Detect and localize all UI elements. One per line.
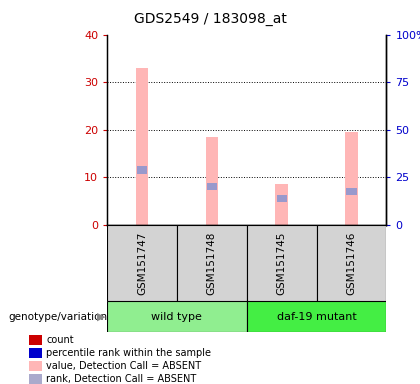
Text: rank, Detection Call = ABSENT: rank, Detection Call = ABSENT — [46, 374, 197, 384]
Bar — [317, 225, 386, 301]
Bar — [276, 184, 288, 225]
Bar — [29, 374, 42, 384]
Text: GSM151747: GSM151747 — [137, 231, 147, 295]
Text: genotype/variation: genotype/variation — [8, 312, 108, 322]
Bar — [137, 166, 147, 174]
Text: daf-19 mutant: daf-19 mutant — [277, 312, 357, 322]
Text: count: count — [46, 334, 74, 344]
Bar — [346, 188, 357, 195]
Text: wild type: wild type — [152, 312, 202, 322]
Bar — [205, 137, 218, 225]
Bar — [136, 68, 148, 225]
Bar — [107, 225, 177, 301]
Bar — [247, 301, 386, 332]
Text: value, Detection Call = ABSENT: value, Detection Call = ABSENT — [46, 361, 201, 371]
Bar — [207, 183, 217, 190]
Text: GDS2549 / 183098_at: GDS2549 / 183098_at — [134, 12, 286, 25]
Bar — [247, 225, 317, 301]
Bar — [277, 195, 287, 202]
Bar — [29, 348, 42, 358]
Text: ▶: ▶ — [97, 312, 105, 322]
Bar — [107, 301, 247, 332]
Text: GSM151748: GSM151748 — [207, 231, 217, 295]
Bar — [177, 225, 247, 301]
Bar — [29, 334, 42, 344]
Text: GSM151745: GSM151745 — [277, 231, 287, 295]
Bar — [345, 132, 358, 225]
Bar — [29, 361, 42, 371]
Text: GSM151746: GSM151746 — [346, 231, 357, 295]
Text: percentile rank within the sample: percentile rank within the sample — [46, 348, 211, 358]
